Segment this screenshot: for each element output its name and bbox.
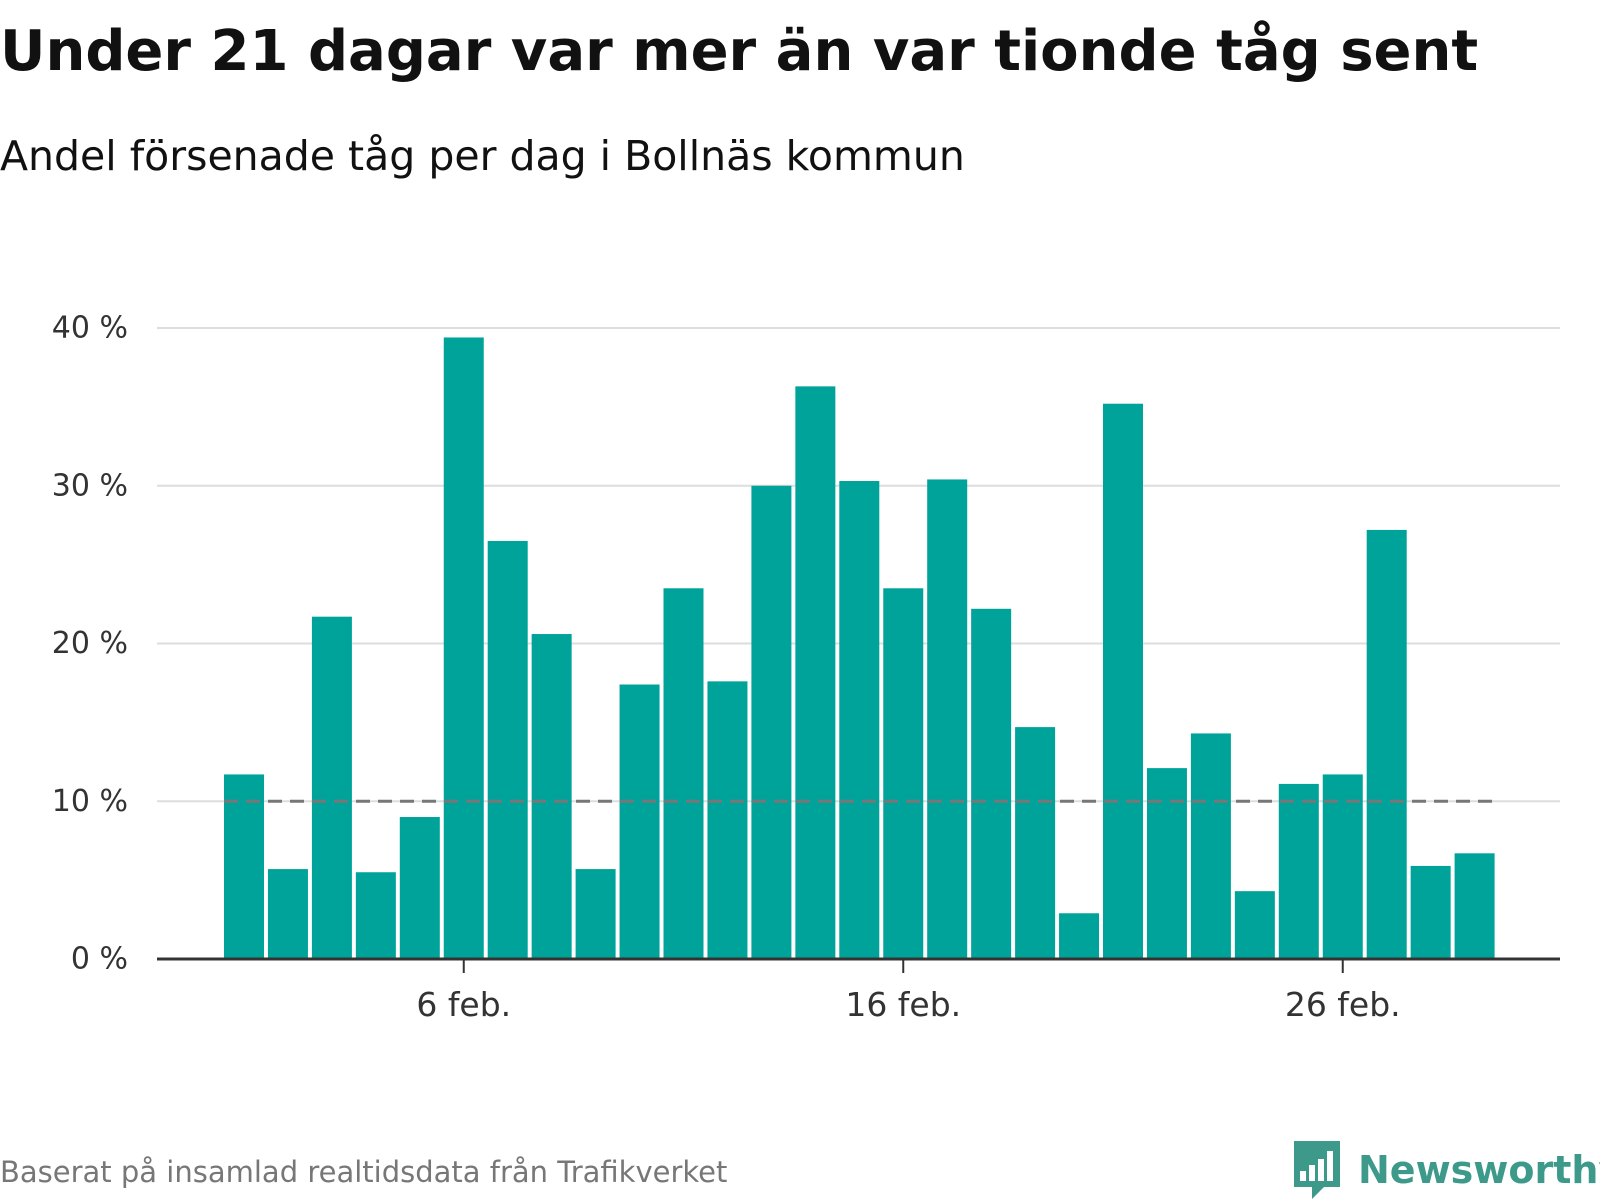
- bar: [399, 817, 440, 959]
- bar: [1454, 853, 1495, 959]
- bar: [1190, 733, 1231, 959]
- y-tick-label: 0 %: [71, 942, 128, 977]
- y-tick-label: 40 %: [52, 311, 128, 346]
- source-note: Baserat på insamlad realtidsdata från Tr…: [0, 1155, 728, 1189]
- bar: [1103, 403, 1143, 960]
- newsworthy-logo-icon: [1294, 1141, 1340, 1199]
- bar: [311, 616, 352, 959]
- x-tick-label: 16 feb.: [845, 985, 961, 1024]
- bar: [1015, 727, 1056, 959]
- bar: [883, 588, 924, 959]
- bar: [751, 485, 792, 959]
- bar: [1146, 768, 1187, 959]
- bar: [927, 479, 968, 959]
- bar: [1366, 529, 1407, 959]
- bar: [575, 869, 616, 959]
- bar: [795, 386, 836, 959]
- chart-subtitle: Andel försenade tåg per dag i Bollnäs ko…: [0, 132, 965, 180]
- bar: [1059, 913, 1100, 959]
- bar: [487, 540, 528, 959]
- bar: [531, 634, 572, 959]
- y-tick-label: 10 %: [52, 784, 128, 819]
- bar: [1278, 783, 1319, 959]
- newsworthy-logo: Newsworthy: [1292, 1140, 1600, 1200]
- bar: [971, 608, 1012, 959]
- bar: [267, 869, 308, 959]
- newsworthy-logo-text: Newsworthy: [1358, 1148, 1600, 1192]
- bar: [1410, 865, 1451, 959]
- bar: [839, 481, 880, 959]
- x-tick-label: 26 feb.: [1285, 985, 1401, 1024]
- y-tick-label: 30 %: [52, 468, 128, 503]
- bar: [663, 588, 704, 959]
- y-tick-label: 20 %: [52, 626, 128, 661]
- chart-title: Under 21 dagar var mer än var tionde tåg…: [0, 19, 1479, 84]
- bar: [224, 774, 264, 959]
- bar: [707, 681, 748, 959]
- x-tick-label: 6 feb.: [416, 985, 511, 1024]
- bar: [355, 872, 396, 959]
- bar: [1322, 774, 1363, 959]
- bar: [443, 337, 484, 960]
- bar: [619, 684, 660, 959]
- bar: [1234, 891, 1275, 959]
